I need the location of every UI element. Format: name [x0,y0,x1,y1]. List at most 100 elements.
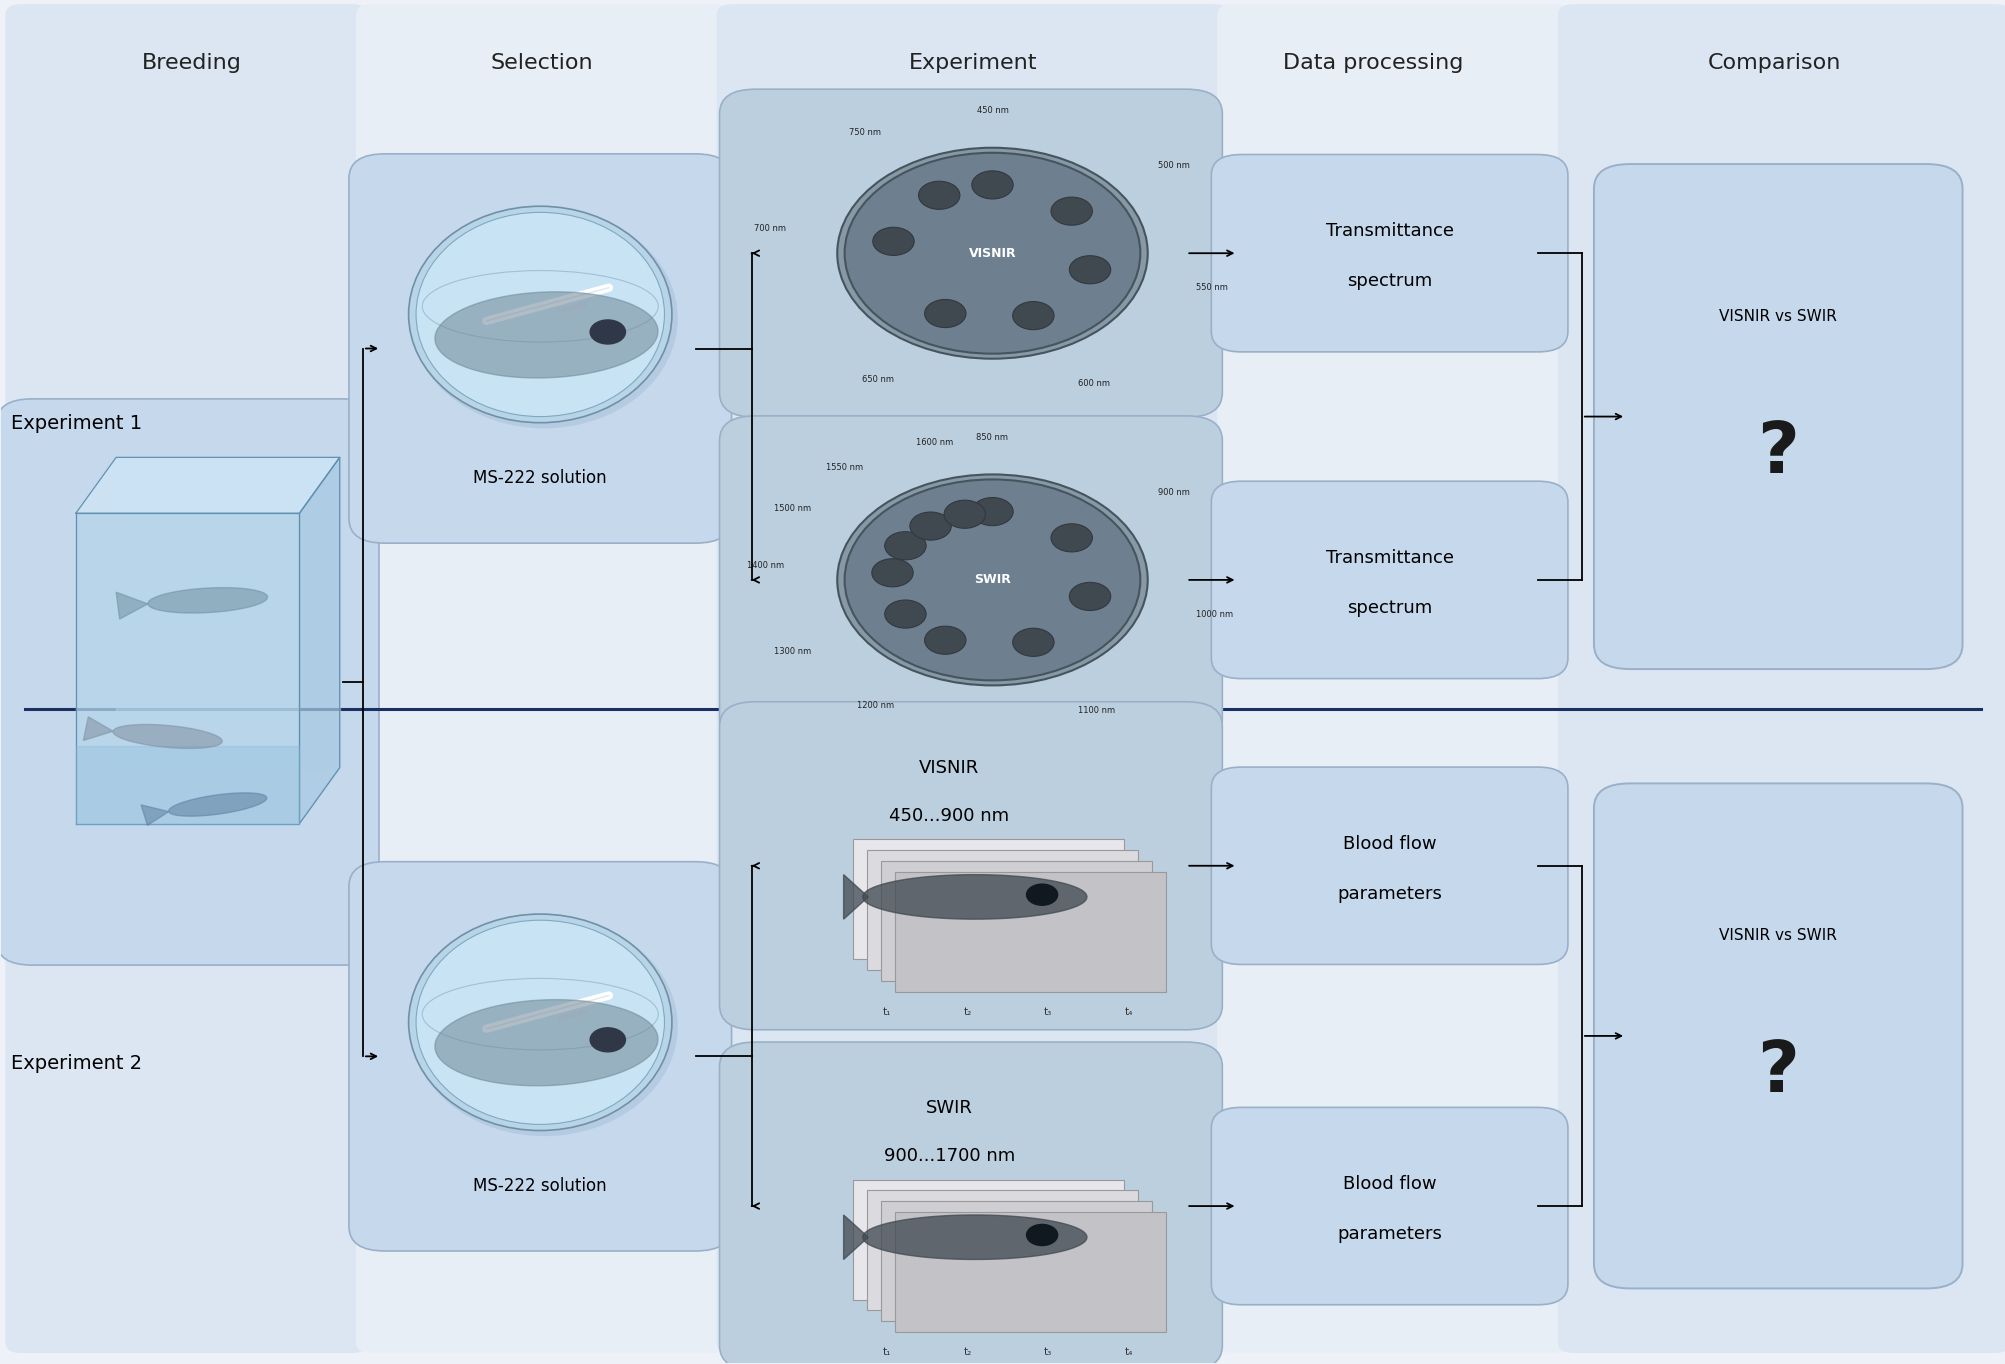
Polygon shape [862,874,1087,919]
FancyBboxPatch shape [349,154,732,543]
Ellipse shape [411,209,678,428]
Text: Experiment 2: Experiment 2 [12,1053,142,1072]
Text: Breeding: Breeding [142,53,241,72]
Text: Transmittance: Transmittance [1325,548,1454,567]
Text: 900 nm: 900 nm [1157,488,1189,496]
FancyBboxPatch shape [852,839,1123,959]
Text: 500 nm: 500 nm [1157,161,1189,170]
FancyBboxPatch shape [1211,154,1568,352]
FancyBboxPatch shape [866,1191,1137,1311]
Polygon shape [844,1215,868,1259]
Circle shape [872,228,914,255]
Circle shape [1051,524,1093,552]
Text: ?: ? [1756,419,1798,487]
Polygon shape [168,792,267,816]
Text: 1600 nm: 1600 nm [916,438,952,447]
Polygon shape [112,724,223,749]
Circle shape [884,600,926,629]
Polygon shape [435,292,658,378]
Circle shape [918,181,960,209]
Circle shape [844,153,1139,353]
Text: 1500 nm: 1500 nm [774,505,810,513]
Text: VISNIR vs SWIR: VISNIR vs SWIR [1718,928,1837,943]
Circle shape [970,498,1013,525]
Text: Experiment: Experiment [908,53,1037,72]
Circle shape [884,532,926,559]
Ellipse shape [415,213,664,416]
Text: Comparison: Comparison [1706,53,1841,72]
FancyBboxPatch shape [349,862,732,1251]
Circle shape [1069,255,1111,284]
Text: t₂: t₂ [962,1348,970,1357]
Text: Selection: Selection [491,53,593,72]
Text: VISNIR: VISNIR [918,760,978,777]
Text: spectrum: spectrum [1345,599,1432,617]
Text: MS-222 solution: MS-222 solution [473,469,608,487]
Circle shape [589,1028,626,1052]
Text: ?: ? [1756,1038,1798,1108]
Circle shape [1069,582,1111,611]
FancyBboxPatch shape [716,4,1229,1353]
Text: t₄: t₄ [1125,1007,1133,1016]
Text: 850 nm: 850 nm [976,432,1009,442]
Polygon shape [140,805,168,825]
Text: t₃: t₃ [1045,1348,1053,1357]
FancyBboxPatch shape [866,850,1137,970]
Polygon shape [844,874,868,919]
Text: 1550 nm: 1550 nm [826,464,862,472]
Text: spectrum: spectrum [1345,273,1432,291]
Ellipse shape [411,917,678,1136]
Text: MS-222 solution: MS-222 solution [473,1177,608,1195]
FancyBboxPatch shape [1594,783,1961,1289]
Circle shape [1013,629,1053,656]
FancyBboxPatch shape [1211,481,1568,679]
Circle shape [944,501,984,528]
FancyBboxPatch shape [1594,164,1961,670]
Text: VISNIR vs SWIR: VISNIR vs SWIR [1718,308,1837,323]
Circle shape [836,147,1147,359]
Text: 1300 nm: 1300 nm [774,647,810,656]
Text: 1100 nm: 1100 nm [1077,705,1115,715]
Circle shape [844,480,1139,681]
Ellipse shape [409,206,672,423]
Polygon shape [76,513,299,824]
FancyBboxPatch shape [720,1042,1221,1364]
FancyBboxPatch shape [720,89,1221,417]
Polygon shape [84,716,112,741]
Polygon shape [299,457,339,824]
Circle shape [970,170,1013,199]
Text: 450 nm: 450 nm [976,106,1009,115]
FancyBboxPatch shape [1211,1108,1568,1305]
Text: Transmittance: Transmittance [1325,222,1454,240]
FancyBboxPatch shape [6,4,367,1353]
Text: Experiment 1: Experiment 1 [12,413,142,432]
Text: 700 nm: 700 nm [754,224,786,233]
Text: t₁: t₁ [882,1007,890,1016]
Polygon shape [76,457,339,513]
Text: 750 nm: 750 nm [848,128,880,136]
Text: t₂: t₂ [962,1007,970,1016]
Circle shape [589,321,626,344]
Text: 650 nm: 650 nm [862,375,894,383]
FancyBboxPatch shape [1217,4,1570,1353]
FancyBboxPatch shape [880,861,1151,981]
Polygon shape [76,746,299,824]
Text: 1400 nm: 1400 nm [746,561,784,570]
Circle shape [924,626,966,655]
Circle shape [1027,1225,1057,1245]
Text: t₁: t₁ [882,1348,890,1357]
Polygon shape [148,588,267,612]
Text: Data processing: Data processing [1283,53,1464,72]
Circle shape [872,559,912,587]
FancyBboxPatch shape [1211,767,1568,964]
Text: SWIR: SWIR [974,573,1011,587]
FancyBboxPatch shape [880,1202,1151,1322]
Text: 550 nm: 550 nm [1195,284,1227,292]
Polygon shape [116,592,148,619]
Ellipse shape [409,914,672,1131]
Ellipse shape [415,921,664,1124]
Text: Blood flow: Blood flow [1341,835,1436,852]
Text: t₄: t₄ [1125,1348,1133,1357]
Circle shape [924,300,966,327]
Text: VISNIR: VISNIR [968,247,1017,259]
